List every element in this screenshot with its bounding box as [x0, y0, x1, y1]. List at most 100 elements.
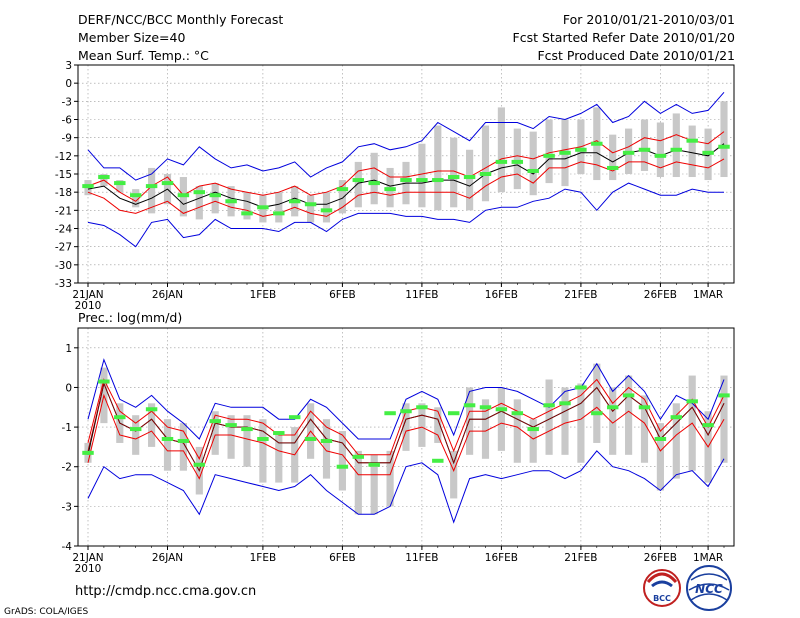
observation-marker — [638, 405, 651, 410]
observation-marker — [400, 178, 412, 183]
observation-marker — [718, 144, 730, 149]
spread-box — [179, 423, 187, 471]
y-tick-label: -9 — [62, 133, 72, 145]
series-spread-lower-line — [87, 393, 725, 480]
observation-marker — [82, 450, 94, 455]
observation-marker — [686, 399, 698, 404]
ncc-logo-text: NCC — [695, 582, 723, 596]
observation-marker — [336, 464, 349, 469]
observation-marker — [495, 407, 508, 412]
x-tick-label: 26JAN — [152, 289, 183, 301]
observation-marker — [511, 411, 524, 416]
observation-marker — [559, 401, 571, 406]
x-tick-label: 21FEB — [564, 552, 597, 564]
spread-box — [402, 403, 410, 451]
x-tick-label: 26FEB — [644, 289, 677, 301]
source-url: http://cmdp.ncc.cma.gov.cn — [75, 584, 256, 599]
spread-box — [481, 399, 490, 459]
spread-box — [466, 387, 474, 455]
x-tick-label: 1FEB — [250, 552, 277, 564]
observation-marker — [718, 393, 730, 398]
spread-box — [418, 143, 426, 208]
spread-box — [481, 125, 490, 202]
spread-box — [338, 180, 346, 214]
y-tick-label: -1 — [62, 422, 72, 434]
observation-marker — [416, 178, 428, 183]
observation-marker — [114, 181, 126, 186]
observation-marker — [591, 141, 603, 146]
spread-box — [243, 415, 251, 467]
spread-box — [609, 134, 617, 181]
observation-marker — [527, 427, 539, 432]
spread-box — [259, 419, 267, 483]
observation-marker — [670, 147, 683, 152]
grads-credit: GrADS: COLA/IGES — [4, 607, 88, 617]
spread-box — [466, 149, 474, 211]
spread-box — [211, 183, 219, 214]
series-spread-upper-line — [87, 131, 725, 202]
observation-marker — [209, 419, 221, 424]
spread-box — [195, 186, 203, 220]
spread-box — [370, 454, 378, 515]
variable-label: Mean Surf. Temp.: °C — [78, 48, 209, 63]
observation-marker — [432, 178, 444, 183]
observation-marker — [82, 184, 94, 189]
bcc-logo-text: BCC — [653, 594, 671, 603]
y-tick-label: -6 — [62, 115, 73, 127]
spread-box — [243, 192, 251, 220]
series-ensemble-max-line — [87, 358, 725, 440]
observation-marker — [400, 409, 412, 414]
y-tick-label: 3 — [65, 60, 72, 72]
spread-box — [625, 375, 633, 455]
spread-box — [529, 131, 537, 196]
observation-marker — [209, 193, 221, 198]
observation-marker — [702, 150, 714, 155]
spread-box — [132, 415, 140, 455]
observation-marker — [575, 147, 587, 152]
observation-marker — [193, 190, 206, 195]
forecast-produced-date: Fcst Produced Date 2010/01/21 — [537, 48, 735, 63]
y-tick-label: 0 — [65, 382, 72, 394]
spread-box — [132, 189, 140, 208]
observation-marker — [161, 181, 174, 186]
spread-box — [672, 403, 680, 479]
observation-marker — [129, 427, 142, 432]
observation-marker — [177, 193, 190, 198]
observation-marker — [543, 403, 555, 408]
observation-marker — [161, 436, 174, 441]
spread-box — [163, 419, 172, 471]
spread-box — [450, 450, 458, 499]
observation-marker — [145, 407, 158, 412]
observation-marker — [98, 175, 110, 180]
observation-marker — [416, 405, 428, 410]
y-tick-label: -24 — [55, 224, 72, 236]
observation-marker — [304, 202, 317, 207]
observation-marker — [368, 181, 380, 186]
spread-box — [450, 137, 458, 208]
spread-box — [148, 403, 156, 447]
spread-box — [307, 195, 315, 223]
observation-marker — [129, 193, 142, 198]
series-ensemble-min-line — [87, 182, 724, 248]
observation-marker — [241, 211, 253, 216]
x-tick-sublabel: 2010 — [75, 563, 102, 575]
spread-box — [354, 450, 362, 515]
spread-box — [275, 431, 283, 483]
observation-marker — [463, 403, 476, 408]
observation-marker — [98, 379, 110, 384]
member-size-label: Member Size=40 — [78, 30, 185, 45]
observation-marker — [320, 438, 333, 443]
spread-box — [386, 450, 394, 507]
spread-box — [593, 363, 601, 443]
observation-marker — [606, 165, 619, 170]
spread-box — [418, 403, 426, 447]
spread-box — [720, 375, 728, 463]
x-tick-label: 21JAN — [72, 552, 103, 564]
spread-box — [513, 399, 521, 463]
observation-marker — [622, 150, 635, 155]
y-tick-label: 0 — [65, 78, 72, 90]
spread-box — [338, 431, 346, 491]
observation-marker — [654, 436, 667, 441]
spread-box — [116, 180, 124, 193]
